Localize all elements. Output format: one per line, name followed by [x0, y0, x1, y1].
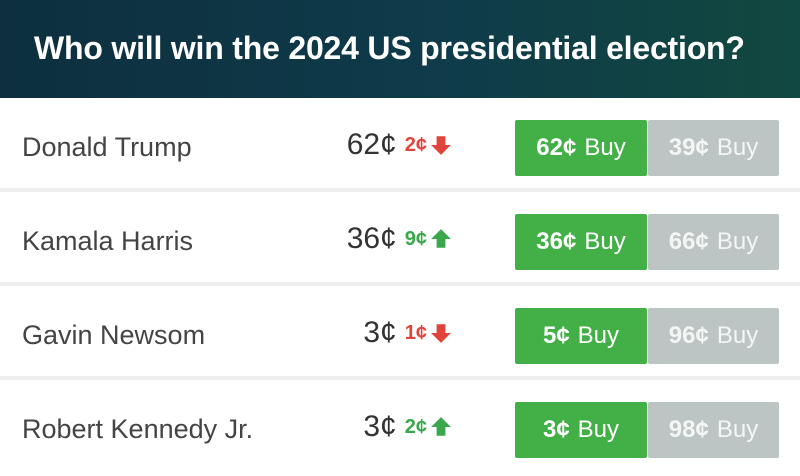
no-price: 39¢ — [668, 134, 709, 161]
buy-yes-button[interactable]: 36¢ Buy — [515, 214, 647, 270]
price-change: 2¢ — [404, 415, 427, 438]
candidate-row: Gavin Newsom 3¢ 1¢ 5¢ Buy 96¢ Buy — [0, 286, 800, 380]
price-group: 62¢ 2¢ — [347, 128, 452, 162]
buy-label: Buy — [577, 322, 620, 349]
buy-label: Buy — [716, 228, 759, 255]
yes-price: 5¢ — [542, 322, 570, 349]
yes-price: 36¢ — [536, 228, 577, 255]
no-price: 66¢ — [668, 228, 709, 255]
candidate-name: Kamala Harris — [22, 226, 194, 256]
buy-label: Buy — [584, 134, 626, 161]
current-price: 3¢ — [363, 316, 397, 349]
buy-label: Buy — [577, 416, 620, 443]
candidate-name: Robert Kennedy Jr. — [22, 414, 254, 444]
up-arrow-icon — [431, 229, 451, 248]
current-price: 36¢ — [346, 222, 397, 255]
price-group: 3¢ 2¢ — [363, 410, 452, 444]
yes-price: 3¢ — [542, 416, 570, 443]
buy-yes-button[interactable]: 3¢ Buy — [515, 402, 647, 458]
down-arrow-icon — [431, 324, 451, 343]
candidate-name: Gavin Newsom — [22, 320, 206, 350]
buy-label: Buy — [716, 416, 759, 443]
price-change: 2¢ — [404, 133, 427, 156]
candidate-name: Donald Trump — [22, 132, 192, 162]
current-price: 62¢ — [346, 128, 397, 161]
candidate-row: Donald Trump 62¢ 2¢ 62¢ Buy 39¢ Buy — [0, 98, 800, 192]
buy-no-button[interactable]: 98¢ Buy — [648, 402, 779, 458]
buy-no-button[interactable]: 66¢ Buy — [648, 214, 779, 270]
yes-price: 62¢ — [536, 134, 577, 161]
buy-yes-button[interactable]: 62¢ Buy — [515, 120, 647, 176]
buy-label: Buy — [584, 228, 626, 255]
market-title: Who will win the 2024 US presidential el… — [34, 30, 745, 66]
buy-yes-button[interactable]: 5¢ Buy — [515, 308, 647, 364]
price-group: 3¢ 1¢ — [363, 316, 452, 350]
buy-no-button[interactable]: 96¢ Buy — [648, 308, 779, 364]
up-arrow-icon — [431, 417, 451, 436]
candidate-row: Robert Kennedy Jr. 3¢ 2¢ 3¢ Buy 98¢ Buy — [0, 380, 800, 476]
buy-label: Buy — [716, 134, 759, 161]
down-arrow-icon — [431, 136, 451, 155]
price-change: 9¢ — [404, 227, 427, 250]
no-price: 96¢ — [668, 322, 709, 349]
price-change: 1¢ — [404, 321, 427, 344]
buy-label: Buy — [716, 322, 759, 349]
market-header: Who will win the 2024 US presidential el… — [0, 0, 800, 98]
candidate-row: Kamala Harris 36¢ 9¢ 36¢ Buy 66¢ Buy — [0, 192, 800, 286]
candidate-list: Donald Trump 62¢ 2¢ 62¢ Buy 39¢ Buy Kama… — [0, 98, 800, 476]
price-group: 36¢ 9¢ — [347, 222, 452, 256]
buy-no-button[interactable]: 39¢ Buy — [648, 120, 779, 176]
no-price: 98¢ — [668, 416, 709, 443]
current-price: 3¢ — [363, 410, 397, 443]
